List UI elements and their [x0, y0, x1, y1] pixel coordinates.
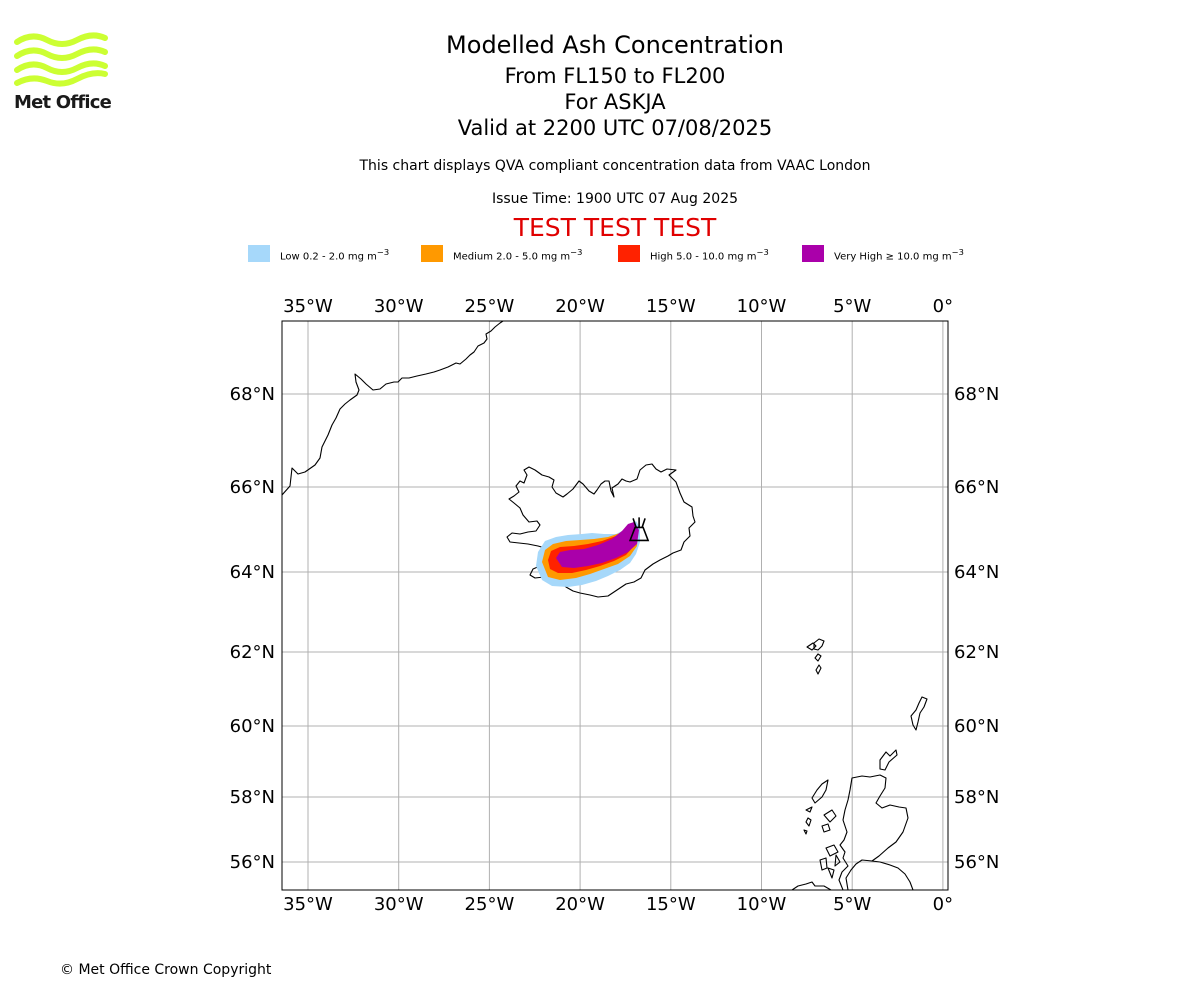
coastline-orkney [879, 749, 898, 771]
coastline-faroe-3 [814, 653, 822, 662]
legend-label-medium: Medium 2.0 - 5.0 mg m−3 [453, 247, 583, 263]
lon-label-top: 25°W [465, 296, 515, 317]
test-banner: TEST TEST TEST [513, 213, 717, 242]
lon-label-bottom: 0° [933, 894, 953, 915]
lon-label-top: 10°W [737, 296, 787, 317]
chart-title: Modelled Ash Concentration [446, 31, 784, 59]
volcano-icon [628, 517, 650, 542]
lon-label-top: 15°W [646, 296, 696, 317]
coastline-faroe-4 [815, 664, 822, 675]
legend-label-low: Low 0.2 - 2.0 mg m−3 [280, 247, 390, 263]
coastline-scotland-east [871, 860, 914, 890]
lon-label-bottom: 10°W [737, 894, 787, 915]
lat-label-left: 66°N [230, 477, 275, 498]
copyright-notice: © Met Office Crown Copyright [60, 962, 272, 978]
lon-label-top: 0° [933, 296, 953, 317]
lat-label-right: 64°N [954, 562, 999, 583]
issue-time: Issue Time: 1900 UTC 07 Aug 2025 [491, 191, 739, 207]
lat-label-left: 64°N [230, 562, 275, 583]
lat-label-left: 68°N [230, 384, 275, 405]
lon-label-top: 30°W [374, 296, 424, 317]
lon-label-bottom: 15°W [646, 894, 696, 915]
coastline-ireland-north [791, 881, 832, 890]
coastline-hebrides-lewis [811, 779, 829, 804]
legend-swatch-high [618, 245, 640, 262]
lat-label-left: 60°N [230, 716, 275, 737]
map-frame [281, 320, 949, 891]
lat-label-left: 62°N [230, 642, 275, 663]
axis-tick-labels: 35°W 35°W 30°W 30°W 25°W 25°W 20°W 20°W 15°W 15°W… [230, 296, 1000, 915]
coastline-faroe-1 [806, 642, 817, 651]
coastline-faroe-2 [813, 638, 825, 651]
lon-label-bottom: 30°W [374, 894, 424, 915]
logo-text: Met Office [14, 92, 112, 113]
lat-label-right: 62°N [954, 642, 999, 663]
legend-swatch-very-high [802, 245, 824, 262]
lon-label-top: 20°W [555, 296, 605, 317]
lat-label-left: 58°N [230, 787, 275, 808]
ash-plume [536, 521, 640, 587]
coastline-skye [821, 809, 837, 833]
lon-label-bottom: 5°W [833, 894, 871, 915]
map-background [282, 321, 948, 890]
lon-label-top: 5°W [833, 296, 871, 317]
lon-label-bottom: 25°W [465, 894, 515, 915]
lat-label-right: 68°N [954, 384, 999, 405]
met-office-logo-icon [14, 32, 108, 87]
lat-label-left: 56°N [230, 852, 275, 873]
legend-swatch-low [248, 245, 270, 262]
lat-label-right: 58°N [954, 787, 999, 808]
coastline-scotland [838, 774, 909, 890]
subtitle-flight-levels: From FL150 to FL200 [504, 64, 726, 88]
ash-layer [556, 522, 639, 568]
coastline-hebrides-south [803, 806, 813, 835]
coastline-mull [825, 844, 841, 867]
legend-swatch-medium [421, 245, 443, 262]
lon-label-bottom: 35°W [283, 894, 333, 915]
subtitle-valid-time: Valid at 2200 UTC 07/08/2025 [457, 116, 773, 140]
legend-label-high: High 5.0 - 10.0 mg m−3 [650, 247, 769, 263]
coastline-shetland [910, 696, 928, 731]
chart-description: This chart displays QVA compliant concen… [359, 158, 871, 174]
lat-label-right: 66°N [954, 477, 999, 498]
lat-label-right: 60°N [954, 716, 999, 737]
legend-label-very-high: Very High ≥ 10.0 mg m−3 [834, 247, 964, 263]
subtitle-volcano: For ASKJA [564, 90, 666, 114]
lon-label-bottom: 20°W [555, 894, 605, 915]
coastline-greenland [282, 321, 504, 496]
lat-label-right: 56°N [954, 852, 999, 873]
lon-label-top: 35°W [283, 296, 333, 317]
coastline-islay [819, 857, 835, 879]
